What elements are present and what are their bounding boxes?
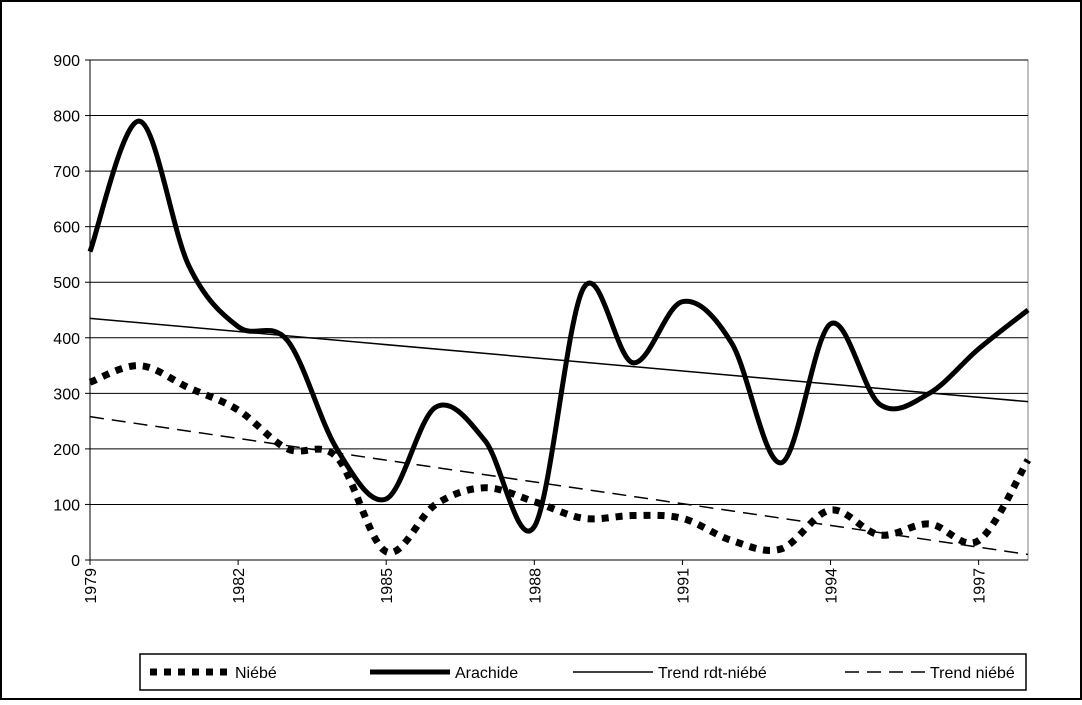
x-tick-label: 1991	[675, 568, 692, 604]
legend-label: Trend niébé	[930, 665, 1015, 682]
series-line	[88, 362, 1032, 556]
y-tick-label: 800	[53, 109, 80, 126]
series-line	[87, 118, 1030, 534]
y-tick-label: 0	[71, 553, 80, 570]
x-tick-label: 1994	[824, 568, 841, 604]
y-tick-label: 900	[53, 53, 80, 70]
y-tick-label: 200	[53, 442, 80, 459]
y-tick-label: 100	[53, 497, 80, 514]
x-tick-label: 1982	[231, 568, 248, 604]
x-tick-label: 1988	[527, 568, 544, 604]
y-tick-label: 300	[53, 386, 80, 403]
y-tick-label: 500	[53, 275, 80, 292]
series-line	[89, 415, 1029, 556]
legend-label: Arachide	[455, 665, 518, 682]
legend-label: Niébé	[235, 665, 277, 682]
legend: Niébé Arachide Trend rdt-niébé Trend niébé	[139, 653, 1027, 691]
x-tick-label: 1979	[83, 568, 100, 604]
x-tick-label: 1997	[972, 568, 989, 604]
x-tick-label: 1985	[379, 568, 396, 604]
y-tick-label: 700	[53, 164, 80, 181]
y-tick-label: 600	[53, 220, 80, 237]
y-tick-label: 400	[53, 331, 80, 348]
legend-label: Trend rdt-niébé	[658, 665, 767, 682]
plot-area	[89, 59, 1029, 561]
